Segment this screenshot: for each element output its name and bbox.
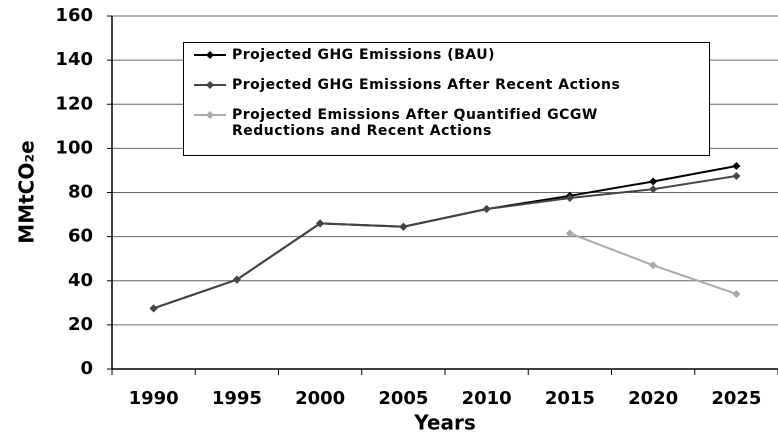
x-tick-label: 2015 [545,388,595,409]
y-tick-label: 60 [68,226,93,247]
point [399,222,408,231]
legend-label: Projected Emissions After Quantified GCG… [232,107,598,139]
y-tick-label: 80 [68,182,93,203]
y-axis-label: MMtCO₂e [15,140,39,243]
series-line [153,165,737,310]
x-tick-label: 2025 [711,388,761,409]
legend-marker [206,51,214,59]
legend-swatch [194,111,226,119]
y-tick-label: 0 [80,358,93,379]
y-tick-label: 100 [55,137,93,158]
y-tick-label: 160 [55,5,93,26]
legend-label: Projected GHG Emissions (BAU) [232,47,495,63]
point [649,185,658,194]
point [482,205,491,214]
x-tick-label: 2020 [628,388,678,409]
legend: Projected GHG Emissions (BAU) Projected G… [183,42,710,156]
point [232,275,241,284]
legend-entry: Projected GHG Emissions (BAU) [192,47,701,63]
legend-swatch [194,81,226,89]
y-tick-label: 20 [68,314,93,335]
series-line [153,174,737,310]
x-tick-label: 1990 [129,388,179,409]
x-axis-label: Years [413,411,475,435]
legend-marker [206,81,214,89]
x-tick-label: 1995 [212,388,262,409]
point [732,289,741,298]
point [565,194,574,203]
y-tick-label: 120 [55,93,93,114]
legend-entry: Projected GHG Emissions After Recent Act… [192,77,701,93]
x-tick-label: 2005 [378,388,428,409]
point [565,229,574,238]
point [732,162,741,171]
legend-entry: Projected Emissions After Quantified GCG… [192,107,701,139]
y-tick-label: 40 [68,270,93,291]
x-tick-label: 2000 [295,388,345,409]
legend-marker [206,111,214,119]
legend-swatch [194,51,226,59]
point [732,171,741,180]
x-tick-label: 2010 [462,388,512,409]
point [649,177,658,186]
legend-label: Projected GHG Emissions After Recent Act… [232,77,621,93]
point [149,304,158,313]
point [316,219,325,228]
y-tick-label: 140 [55,49,93,70]
point [649,261,658,270]
